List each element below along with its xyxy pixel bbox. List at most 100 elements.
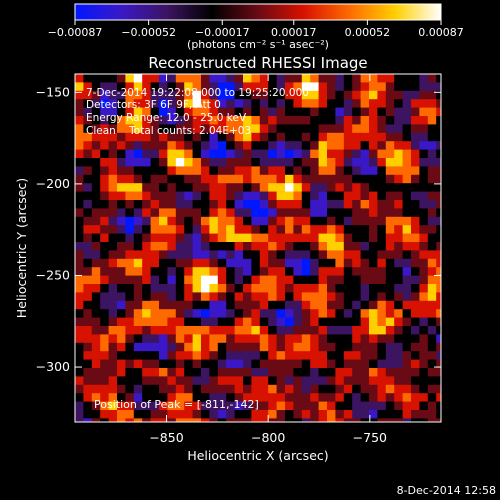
heatmap-cell (83, 284, 93, 293)
heatmap-cell (201, 309, 210, 318)
heatmap-cell (402, 107, 412, 117)
heatmap-cell (335, 149, 345, 159)
heatmap-cell (419, 275, 429, 285)
heatmap-cell (318, 107, 328, 117)
heatmap-cell (285, 141, 294, 150)
heatmap-cell (133, 292, 143, 302)
heatmap-cell (226, 216, 235, 226)
heatmap-cell (226, 326, 235, 335)
heatmap-cell (301, 317, 311, 327)
heatmap-cell (192, 149, 202, 159)
heatmap-cell (268, 267, 277, 276)
heatmap-cell (201, 166, 210, 176)
heatmap-cell (259, 292, 269, 302)
heatmap-cell (310, 158, 319, 167)
heatmap-cell (83, 116, 93, 125)
heatmap-cell (150, 216, 160, 226)
heatmap-cell (117, 216, 126, 226)
heatmap-cell (117, 250, 126, 260)
heatmap-cell (327, 107, 336, 117)
heatmap-cell (159, 292, 168, 302)
heatmap-cell (167, 258, 177, 268)
heatmap-cell (150, 208, 160, 218)
heatmap-cell (360, 359, 370, 369)
heatmap-cell (385, 393, 395, 402)
heatmap-cell (293, 166, 303, 176)
heatmap-cell (125, 284, 135, 293)
heatmap-cell (268, 141, 277, 150)
heatmap-cell (83, 410, 93, 419)
heatmap-cell (175, 359, 185, 369)
heatmap-cell (301, 191, 311, 201)
heatmap-cell (133, 132, 143, 142)
heatmap-cell (411, 384, 420, 394)
heatmap-cell (335, 132, 345, 142)
heatmap-cell (327, 183, 336, 192)
heatmap-cell (226, 300, 235, 310)
heatmap-cell (201, 74, 210, 83)
heatmap-cell (436, 158, 441, 167)
heatmap-cell (285, 258, 294, 268)
heatmap-cell (411, 334, 420, 344)
heatmap-cell (327, 284, 336, 293)
heatmap-cell (75, 368, 84, 377)
heatmap-cell (301, 124, 311, 134)
heatmap-cell (133, 158, 143, 167)
heatmap-cell (125, 82, 135, 92)
heatmap-cell (360, 141, 370, 150)
heatmap-cell (201, 300, 210, 310)
heatmap-cell (318, 90, 328, 100)
heatmap-cell (201, 174, 210, 184)
heatmap-cell (167, 401, 177, 411)
heatmap-cell (251, 149, 261, 159)
heatmap-cell (310, 359, 319, 369)
heatmap-cell (108, 351, 118, 360)
heatmap-cell (117, 292, 126, 302)
heatmap-cell (192, 275, 202, 285)
heatmap-cell (83, 82, 93, 92)
heatmap-cell (192, 116, 202, 125)
heatmap-cell (343, 99, 353, 108)
heatmap-cell (436, 99, 441, 108)
heatmap-cell (75, 116, 84, 125)
heatmap-cell (327, 326, 336, 335)
heatmap-cell (100, 191, 109, 201)
heatmap-cell (142, 233, 151, 243)
heatmap-cell (209, 166, 219, 176)
heatmap-cell (385, 300, 395, 310)
annotation-total-counts: Clean Total counts: 2.04E+03 (86, 125, 251, 137)
heatmap-cell (436, 267, 441, 276)
heatmap-cell (293, 258, 303, 268)
heatmap-cell (150, 300, 160, 310)
heatmap-cell (175, 250, 185, 260)
heatmap-cell (268, 166, 277, 176)
heatmap-cell (243, 90, 252, 100)
heatmap-cell (318, 116, 328, 125)
heatmap-cell (243, 401, 252, 411)
heatmap-cell (251, 300, 261, 310)
colorbar-tick-label: −0.00017 (195, 26, 250, 39)
heatmap-cell (318, 284, 328, 293)
heatmap-cell (360, 166, 370, 176)
heatmap-cell (234, 368, 244, 377)
heatmap-cell (234, 309, 244, 318)
heatmap-cell (318, 384, 328, 394)
heatmap-cell (352, 250, 361, 260)
heatmap-cell (108, 275, 118, 285)
heatmap-cell (184, 250, 193, 260)
heatmap-cell (310, 384, 319, 394)
heatmap-cell (352, 292, 361, 302)
heatmap-cell (377, 359, 387, 369)
heatmap-cell (285, 82, 294, 92)
heatmap-cell (91, 116, 101, 125)
heatmap-cell (352, 300, 361, 310)
heatmap-cell (150, 376, 160, 386)
heatmap-cell (133, 267, 143, 276)
heatmap-cell (427, 368, 437, 377)
heatmap-cell (117, 300, 126, 310)
heatmap-cell (411, 359, 420, 369)
heatmap-cell (125, 208, 135, 218)
heatmap-cell (117, 107, 126, 117)
heatmap-cell (394, 242, 403, 251)
heatmap-cell (175, 191, 185, 201)
